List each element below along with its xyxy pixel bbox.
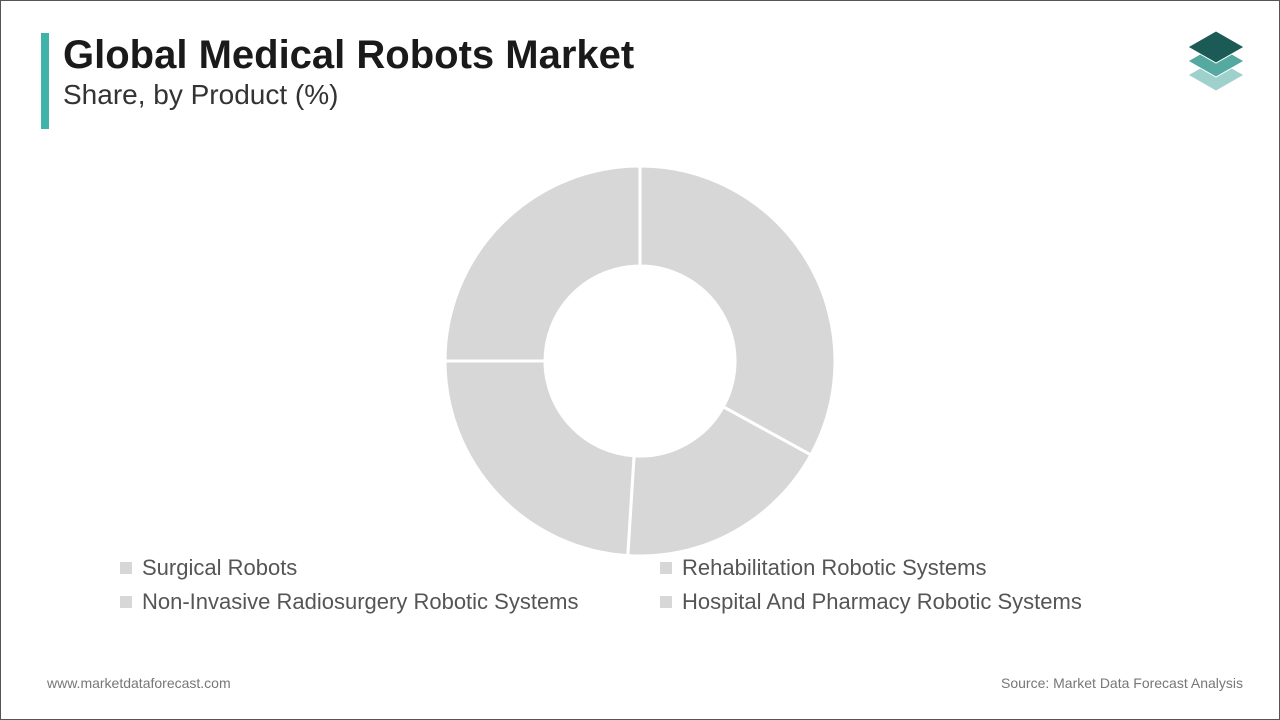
page-subtitle: Share, by Product (%)	[63, 79, 634, 111]
donut-slice	[640, 166, 835, 455]
accent-bar	[41, 33, 49, 129]
legend-swatch	[120, 596, 132, 608]
donut-slice	[445, 361, 634, 556]
footer-source: Source: Market Data Forecast Analysis	[1001, 675, 1243, 691]
legend-label: Rehabilitation Robotic Systems	[682, 555, 986, 581]
legend-item: Surgical Robots	[120, 555, 620, 581]
brand-logo	[1181, 23, 1251, 93]
slide-frame: Global Medical Robots Market Share, by P…	[0, 0, 1280, 720]
footer-url: www.marketdataforecast.com	[47, 675, 231, 691]
legend-swatch	[120, 562, 132, 574]
legend-label: Non-Invasive Radiosurgery Robotic System…	[142, 589, 579, 615]
header: Global Medical Robots Market Share, by P…	[41, 33, 634, 129]
legend-item: Non-Invasive Radiosurgery Robotic System…	[120, 589, 620, 615]
legend-label: Surgical Robots	[142, 555, 297, 581]
legend-swatch	[660, 596, 672, 608]
legend-item: Rehabilitation Robotic Systems	[660, 555, 1160, 581]
legend-item: Hospital And Pharmacy Robotic Systems	[660, 589, 1160, 615]
legend-swatch	[660, 562, 672, 574]
titles: Global Medical Robots Market Share, by P…	[63, 33, 634, 129]
legend-label: Hospital And Pharmacy Robotic Systems	[682, 589, 1082, 615]
page-title: Global Medical Robots Market	[63, 33, 634, 77]
donut-slice	[445, 166, 640, 361]
donut-chart	[1, 161, 1279, 561]
legend: Surgical Robots Rehabilitation Robotic Sy…	[1, 555, 1279, 615]
